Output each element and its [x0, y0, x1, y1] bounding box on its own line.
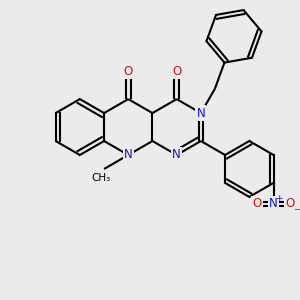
Text: N: N [124, 148, 133, 161]
Text: O: O [124, 64, 133, 78]
Text: O: O [252, 197, 261, 210]
Text: −: − [292, 204, 300, 213]
Text: CH₃: CH₃ [92, 173, 111, 183]
Text: +: + [275, 194, 282, 203]
Text: O: O [172, 64, 181, 78]
Text: O: O [286, 197, 295, 210]
Text: N: N [172, 148, 181, 161]
Text: N: N [196, 106, 205, 120]
Text: N: N [269, 197, 278, 210]
